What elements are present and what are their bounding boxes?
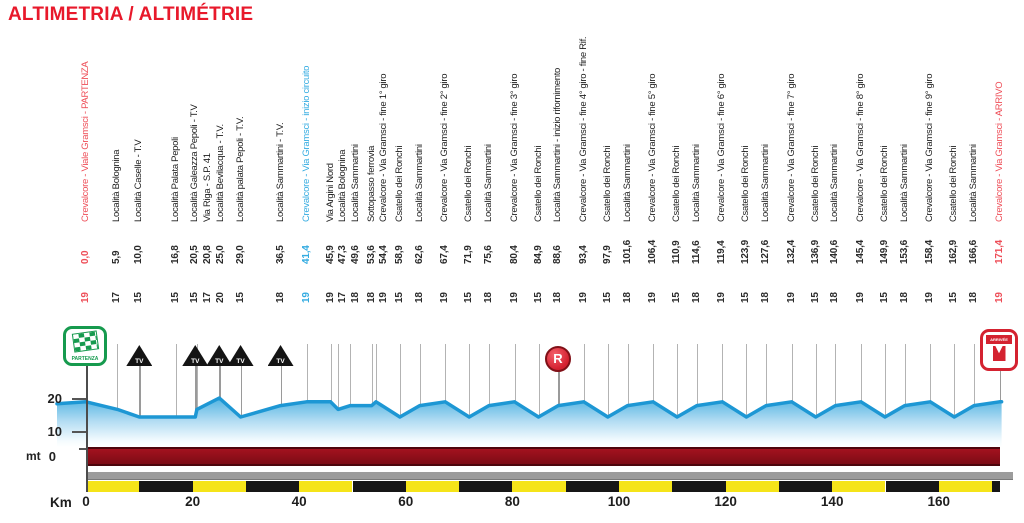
marker-line [399,344,401,418]
tv-label: TV [236,358,245,365]
stripe-segment [619,481,673,492]
x-axis-label: 140 [820,494,844,509]
marker-line [815,344,817,418]
marker-line [904,344,906,407]
stripe-segment [405,481,460,492]
marker-line [835,344,837,407]
marker-line [607,344,609,418]
marker-line [139,366,141,418]
stripe-segment [459,481,513,492]
x-axis-label: 160 [927,494,951,509]
marker-line [696,344,698,407]
marker-line [338,344,340,411]
marker-line [306,344,308,403]
marker-line [583,344,585,403]
marker-line [558,368,560,407]
marker-line [371,344,373,407]
x-axis-unit: Km [50,495,72,510]
x-axis-label: 120 [714,494,737,509]
finish-goblet-icon [992,346,1006,361]
marker-line [538,344,540,418]
marker-line [330,344,332,403]
ground-band-gray [86,472,1013,480]
marker-line [746,344,748,418]
marker-line [350,344,352,407]
finish-arrivee-icon: ARRIVÉE [980,329,1018,371]
checkered-flag-icon [71,330,100,353]
feed-zone-icon: R [545,346,571,372]
marker-line [469,344,471,418]
stripe-segment [245,481,300,492]
stripe-segment [352,481,406,492]
marker-line [514,344,516,403]
marker-line [240,366,243,418]
y-axis-label-10: 10 [47,424,62,439]
y-axis-line [86,362,88,492]
stripe-segment [139,481,193,492]
stripe-segment [192,481,246,492]
marker-line [219,366,221,399]
chart-title: ALTIMETRIA / ALTIMÉTRIE [8,4,254,25]
y-tick-10 [72,431,86,433]
x-axis-label: 20 [185,494,201,509]
tv-label: TV [191,358,200,365]
marker-line [627,344,629,407]
x-axis-label: 100 [607,494,631,509]
y-tick-20 [72,398,86,400]
stripe-segment [512,481,566,492]
stripe-segment [992,481,1000,492]
marker-line [280,366,283,407]
ground-band-maroon [86,447,1000,466]
marker-line [653,344,655,403]
tv-label: TV [215,358,224,365]
x-axis-label: 0 [82,494,90,509]
profile-line [55,396,1004,419]
marker-line [884,344,886,418]
y-tick-0 [79,448,86,450]
marker-line [766,344,768,407]
marker-line [677,344,679,418]
stripe-segment [86,481,140,492]
marker-line [973,344,975,407]
marker-line [445,344,447,403]
marker-line [722,344,724,403]
stripe-segment [672,481,726,492]
tv-label: TV [276,358,285,365]
marker-line [375,344,377,403]
marker-line [195,366,197,418]
stripe-segment [725,481,779,492]
marker-line [860,344,862,403]
marker-line [999,370,1002,403]
stripe-segment [832,481,886,492]
stripe-segment [299,481,353,492]
profile-area-fill [57,398,1002,447]
y-axis-unit: mt [26,449,41,463]
stripe-segment [778,481,833,492]
stripe-segment [565,481,619,492]
marker-line [117,344,119,411]
finish-label: ARRIVÉE [986,335,1012,344]
marker-line [488,344,490,407]
marker-line [419,344,421,407]
marker-line [954,344,956,418]
stripe-segment [938,481,993,492]
x-axis-label: 80 [504,494,520,509]
marker-line [930,344,932,403]
tv-label: TV [135,358,144,365]
y-axis-label-20: 20 [47,391,62,406]
x-axis-label: 60 [398,494,414,509]
marker-line [175,344,177,418]
marker-line [196,344,198,411]
start-label: PARTENZA [71,356,99,362]
start-partenza-icon: PARTENZA [63,326,107,366]
x-axis-label: 40 [291,494,307,509]
y-axis-label-0: 0 [48,449,56,464]
marker-line [791,344,793,403]
stripe-segment [885,481,939,492]
